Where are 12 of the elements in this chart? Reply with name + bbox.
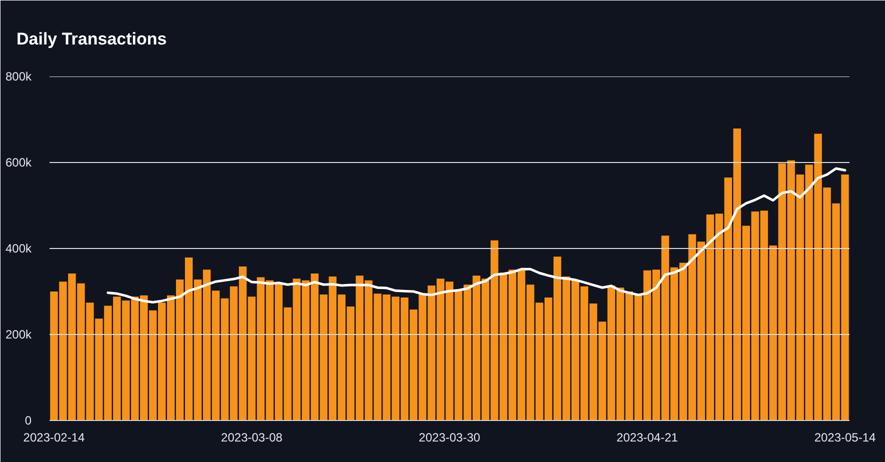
y-tick-label: 200k xyxy=(5,328,32,342)
y-tick-label: 0 xyxy=(24,414,32,428)
x-tick-label: 2023-05-14 xyxy=(814,430,876,444)
y-tick-label: 400k xyxy=(5,242,32,256)
chart-title: Daily Transactions xyxy=(16,30,167,48)
line-series xyxy=(106,167,846,304)
x-tick-label: 2023-03-30 xyxy=(418,430,481,444)
y-tick-label: 600k xyxy=(5,156,32,170)
x-tick-label: 2023-02-14 xyxy=(23,430,86,444)
x-tick-label: 2023-03-08 xyxy=(221,430,283,444)
x-tick-label: 2023-04-21 xyxy=(616,430,678,444)
y-tick-label: 800k xyxy=(5,70,32,84)
